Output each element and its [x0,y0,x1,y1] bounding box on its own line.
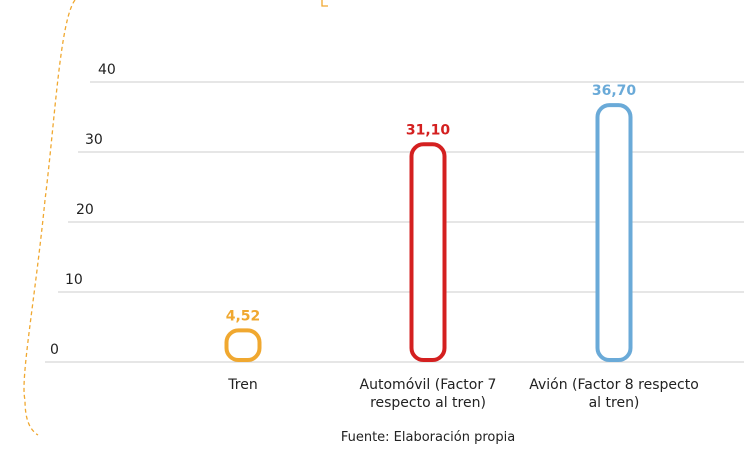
y-tick-label: 20 [76,202,94,218]
y-tick-label: 10 [65,272,83,288]
decor-mark [321,0,328,7]
x-tick-label: Tren [228,377,258,393]
y-tick-label: 40 [98,62,116,78]
value-label: 31,10 [406,122,451,138]
value-label: 36,70 [592,83,637,99]
bar [224,328,262,362]
x-tick-label: Automóvil (Factor 7 respecto al tren) [359,377,497,411]
bar [595,103,633,362]
decor-curve [23,0,76,436]
source: Fuente: Elaboración propia [340,430,516,445]
y-tick-label: 30 [85,132,103,148]
x-tick-label: Avión (Factor 8 respecto al tren) [529,377,699,411]
y-tick-label: 0 [50,342,59,358]
bar [409,142,447,362]
value-label: 4,52 [226,308,261,324]
